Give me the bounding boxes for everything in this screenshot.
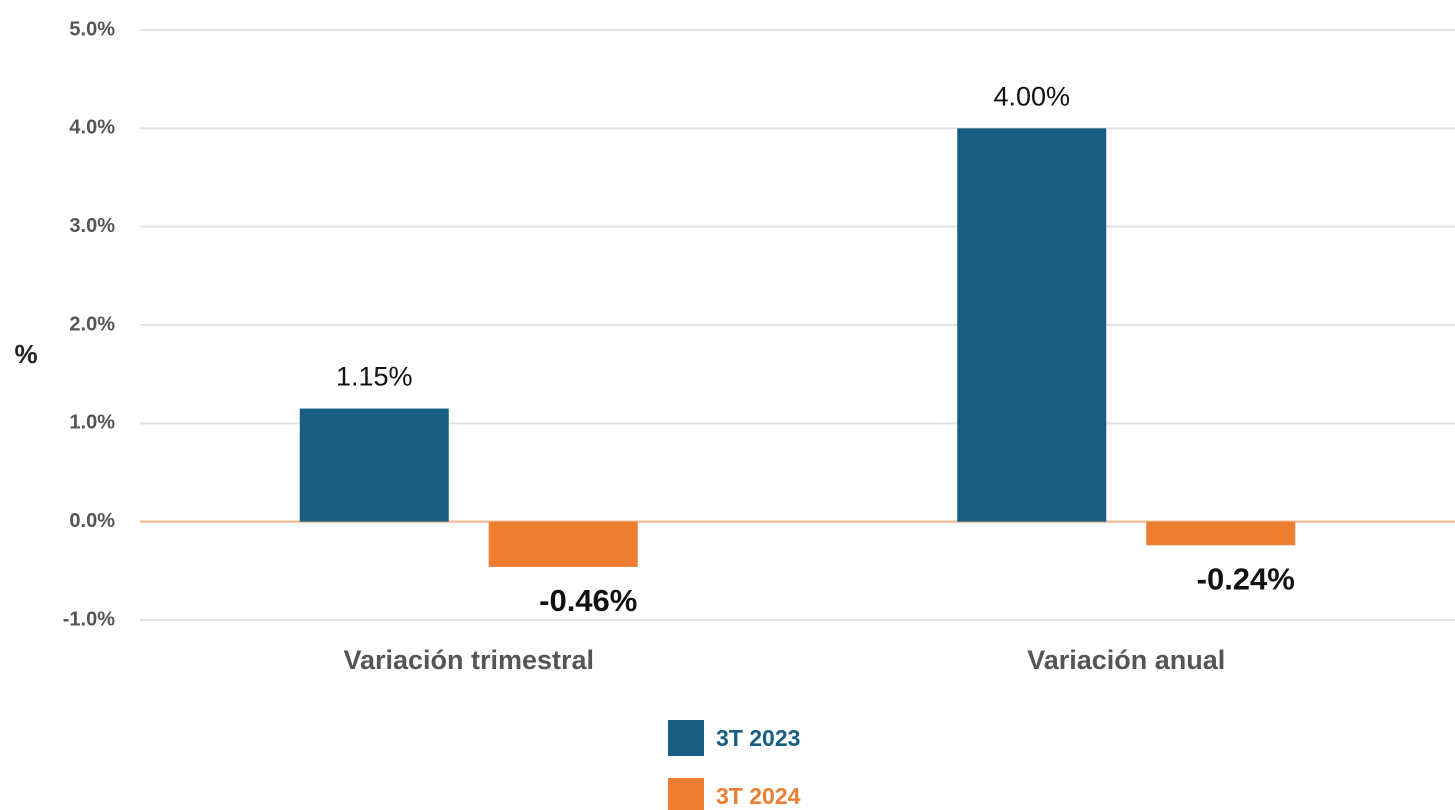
y-tick-label: 5.0% [69, 18, 115, 40]
y-tick-label: -1.0% [63, 608, 115, 630]
legend-label: 3T 2024 [716, 783, 801, 809]
legend-swatch [668, 778, 704, 810]
data-label: -0.24% [1197, 561, 1295, 596]
legend-swatch [668, 720, 704, 756]
y-tick-label: 3.0% [69, 215, 115, 237]
bar [957, 128, 1107, 522]
y-tick-label: 4.0% [69, 117, 115, 139]
y-tick-label: 1.0% [69, 412, 115, 434]
y-axis-label: % [14, 339, 37, 369]
legend-label: 3T 2023 [716, 725, 800, 751]
y-tick-label: 2.0% [69, 313, 115, 335]
data-label: -0.46% [539, 583, 637, 618]
bar [1146, 521, 1296, 546]
x-tick-label: Variación anual [1027, 645, 1225, 675]
y-tick-label: 0.0% [69, 510, 115, 532]
bar [488, 521, 638, 567]
data-label: 4.00% [993, 81, 1070, 111]
x-tick-label: Variación trimestral [343, 645, 594, 675]
bar [299, 408, 449, 522]
data-label: 1.15% [336, 362, 413, 392]
